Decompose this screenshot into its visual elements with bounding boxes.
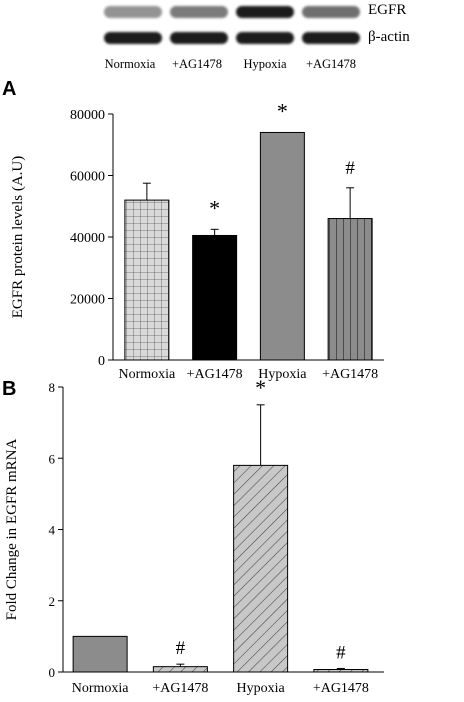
y-tick-label: 60000 bbox=[70, 170, 105, 185]
y-axis-label: Fold Change in EGFR mRNA bbox=[4, 438, 20, 620]
x-category-label: +AG1478 bbox=[187, 367, 243, 382]
x-category-label: +AG1478 bbox=[313, 681, 369, 696]
y-tick-label: 20000 bbox=[70, 293, 105, 308]
blot-lane-label: +AG1478 bbox=[305, 57, 357, 71]
panel-label-a: A bbox=[2, 78, 17, 100]
y-tick-label: 4 bbox=[49, 523, 56, 538]
y-tick-label: 2 bbox=[49, 594, 56, 609]
bar bbox=[124, 199, 170, 361]
blot-lane-label: +AG1478 bbox=[171, 57, 223, 71]
beta-actin-band bbox=[302, 32, 360, 44]
bar bbox=[327, 218, 373, 361]
beta-actin-blot-band-row bbox=[100, 26, 364, 50]
bar bbox=[152, 666, 208, 673]
x-category-label: Hypoxia bbox=[237, 681, 286, 696]
bar bbox=[313, 669, 369, 673]
significance-annotation: * bbox=[209, 195, 220, 220]
x-category-label: Normoxia bbox=[72, 681, 130, 696]
y-tick-label: 8 bbox=[49, 380, 56, 395]
beta-actin-band bbox=[170, 32, 228, 44]
significance-annotation: * bbox=[277, 98, 288, 123]
blot-lane-label: Normoxia bbox=[104, 57, 156, 71]
x-category-label: Normoxia bbox=[118, 367, 176, 382]
y-tick-label: 40000 bbox=[70, 231, 105, 246]
egfr-band bbox=[104, 6, 162, 18]
beta-actin-blot-label: β-actin bbox=[368, 29, 410, 45]
egfr-band bbox=[236, 6, 294, 18]
bar bbox=[192, 234, 238, 361]
significance-annotation: # bbox=[336, 642, 346, 663]
blot-lane-label: Hypoxia bbox=[243, 57, 287, 71]
egfr-blot-band-row bbox=[100, 0, 364, 24]
egfr-blot-label: EGFR bbox=[368, 2, 407, 18]
x-category-label: +AG1478 bbox=[322, 367, 378, 382]
panel-label-b: B bbox=[2, 378, 17, 400]
bar bbox=[233, 464, 289, 673]
beta-actin-band bbox=[104, 32, 162, 44]
chart-b: 0 2 4 6 8 Fold Change in EGFR mRNA Normoxia # +A… bbox=[4, 377, 384, 696]
y-tick-label: 80000 bbox=[70, 108, 105, 123]
significance-annotation: * bbox=[255, 377, 266, 400]
egfr-band bbox=[302, 6, 360, 18]
beta-actin-band bbox=[236, 32, 294, 44]
y-tick-label: 6 bbox=[49, 451, 56, 466]
bar bbox=[72, 635, 128, 673]
x-category-label: Hypoxia bbox=[258, 367, 307, 382]
y-tick-label: 0 bbox=[49, 665, 56, 680]
y-tick-label: 0 bbox=[98, 354, 105, 369]
significance-annotation: # bbox=[176, 638, 186, 659]
bar bbox=[259, 131, 305, 361]
chart-a: 0 20000 40000 60000 80000 EGFR protein levels… bbox=[10, 98, 384, 382]
significance-annotation: # bbox=[345, 158, 355, 179]
x-category-label: +AG1478 bbox=[152, 681, 208, 696]
y-axis-label: EGFR protein levels (A.U) bbox=[10, 156, 26, 318]
egfr-band bbox=[170, 6, 228, 18]
